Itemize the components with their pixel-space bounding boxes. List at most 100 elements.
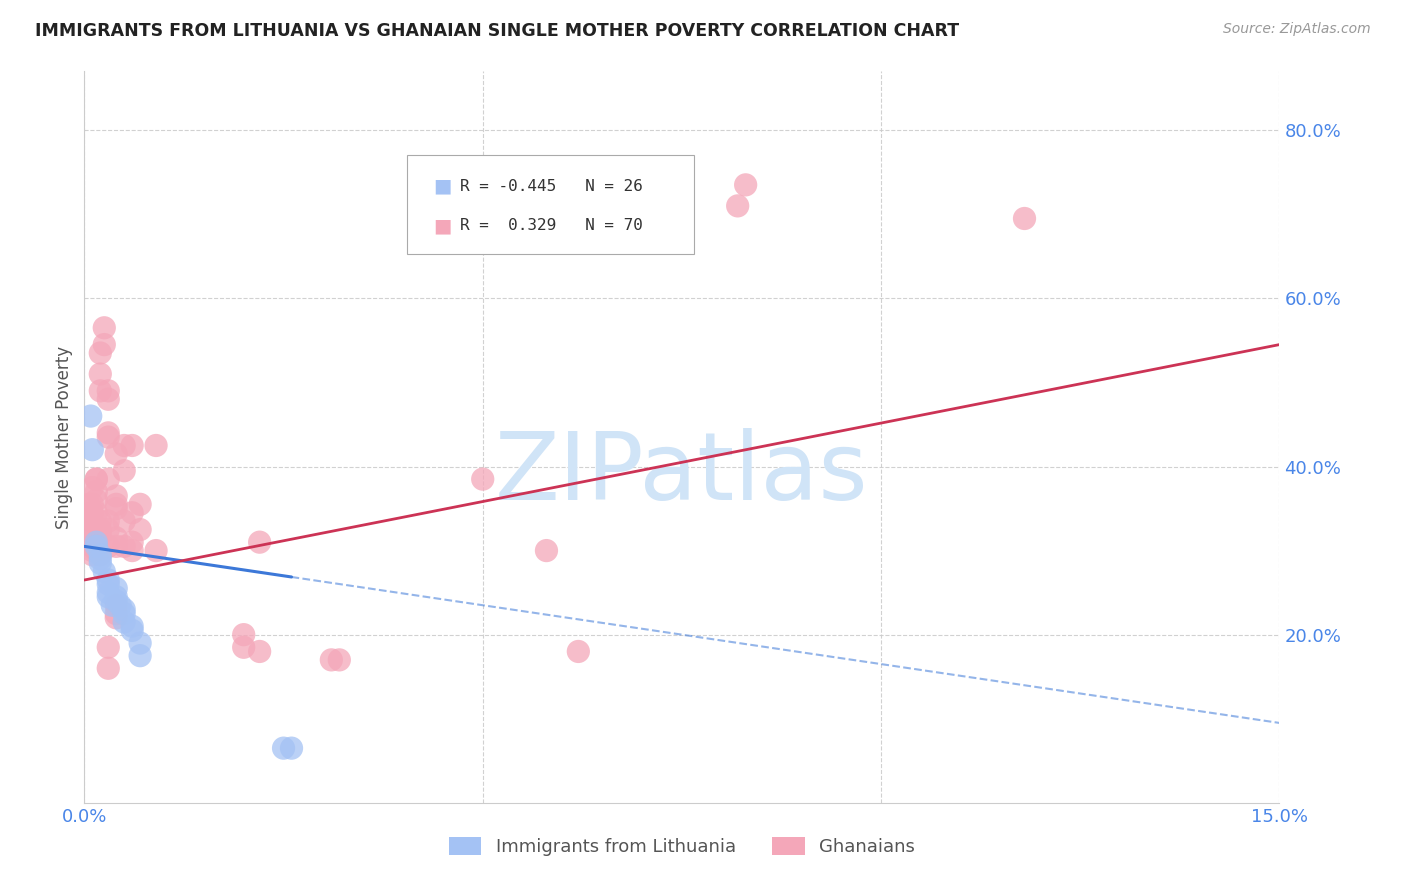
- Point: [112, 514, 135, 528]
- Point: [145, 438, 167, 452]
- Point: [280, 741, 302, 756]
- Point: [86, 543, 108, 558]
- Point: [105, 540, 128, 554]
- Point: [110, 599, 132, 613]
- Point: [121, 619, 143, 633]
- Point: [86, 472, 108, 486]
- Point: [121, 624, 143, 638]
- Point: [105, 594, 128, 608]
- FancyBboxPatch shape: [408, 155, 695, 254]
- Point: [105, 607, 128, 621]
- Text: Source: ZipAtlas.com: Source: ZipAtlas.com: [1223, 22, 1371, 37]
- Point: [121, 543, 143, 558]
- Text: IMMIGRANTS FROM LITHUANIA VS GHANAIAN SINGLE MOTHER POVERTY CORRELATION CHART: IMMIGRANTS FROM LITHUANIA VS GHANAIAN SI…: [35, 22, 959, 40]
- Point: [97, 590, 120, 604]
- Point: [129, 523, 152, 537]
- Legend: Immigrants from Lithuania, Ghanaians: Immigrants from Lithuania, Ghanaians: [441, 830, 922, 863]
- Point: [121, 506, 143, 520]
- Point: [86, 506, 108, 520]
- Point: [97, 430, 120, 444]
- Point: [97, 514, 120, 528]
- Point: [97, 573, 120, 587]
- Point: [77, 523, 100, 537]
- Point: [97, 425, 120, 440]
- Point: [129, 636, 152, 650]
- Point: [89, 346, 111, 360]
- Text: R =  0.329   N = 70: R = 0.329 N = 70: [460, 219, 643, 234]
- Point: [89, 556, 111, 570]
- Point: [89, 548, 111, 562]
- Point: [112, 607, 135, 621]
- Point: [82, 481, 104, 495]
- Point: [82, 497, 104, 511]
- Point: [121, 438, 143, 452]
- Point: [112, 602, 135, 616]
- Point: [273, 741, 295, 756]
- Point: [97, 384, 120, 398]
- Point: [105, 590, 128, 604]
- Point: [97, 585, 120, 599]
- Point: [77, 497, 100, 511]
- Point: [86, 535, 108, 549]
- Point: [82, 514, 104, 528]
- Point: [77, 510, 100, 524]
- Point: [121, 535, 143, 549]
- Text: R = -0.445   N = 26: R = -0.445 N = 26: [460, 178, 643, 194]
- Point: [97, 640, 120, 655]
- Point: [734, 178, 756, 192]
- Point: [129, 648, 152, 663]
- Text: ■: ■: [433, 217, 451, 235]
- Point: [97, 577, 120, 591]
- Point: [80, 409, 103, 423]
- Point: [101, 599, 124, 613]
- Point: [536, 543, 558, 558]
- Point: [97, 392, 120, 407]
- Point: [82, 540, 104, 554]
- Point: [105, 497, 128, 511]
- Point: [145, 543, 167, 558]
- Point: [328, 653, 350, 667]
- Point: [567, 644, 589, 658]
- Point: [82, 548, 104, 562]
- Point: [105, 599, 128, 613]
- Point: [82, 442, 104, 457]
- Point: [86, 472, 108, 486]
- Point: [93, 565, 115, 579]
- Point: [89, 367, 111, 381]
- Point: [129, 497, 152, 511]
- Point: [112, 464, 135, 478]
- Point: [727, 199, 749, 213]
- Point: [89, 548, 111, 562]
- Text: ■: ■: [433, 177, 451, 196]
- Point: [86, 484, 108, 499]
- Point: [112, 540, 135, 554]
- Point: [249, 535, 271, 549]
- Point: [471, 472, 494, 486]
- Point: [321, 653, 343, 667]
- Point: [1014, 211, 1036, 226]
- Point: [86, 540, 108, 554]
- Point: [112, 438, 135, 452]
- Point: [105, 531, 128, 545]
- Point: [93, 337, 115, 351]
- Point: [93, 320, 115, 334]
- Point: [105, 489, 128, 503]
- Y-axis label: Single Mother Poverty: Single Mother Poverty: [55, 345, 73, 529]
- Point: [89, 552, 111, 566]
- Point: [82, 506, 104, 520]
- Point: [97, 540, 120, 554]
- Point: [97, 661, 120, 675]
- Point: [89, 523, 111, 537]
- Point: [82, 523, 104, 537]
- Point: [105, 582, 128, 596]
- Point: [82, 543, 104, 558]
- Point: [82, 531, 104, 545]
- Point: [232, 627, 254, 641]
- Point: [105, 611, 128, 625]
- Point: [249, 644, 271, 658]
- Point: [232, 640, 254, 655]
- Point: [112, 615, 135, 629]
- Text: ZIPatlas: ZIPatlas: [495, 427, 869, 520]
- Point: [105, 447, 128, 461]
- Point: [97, 523, 120, 537]
